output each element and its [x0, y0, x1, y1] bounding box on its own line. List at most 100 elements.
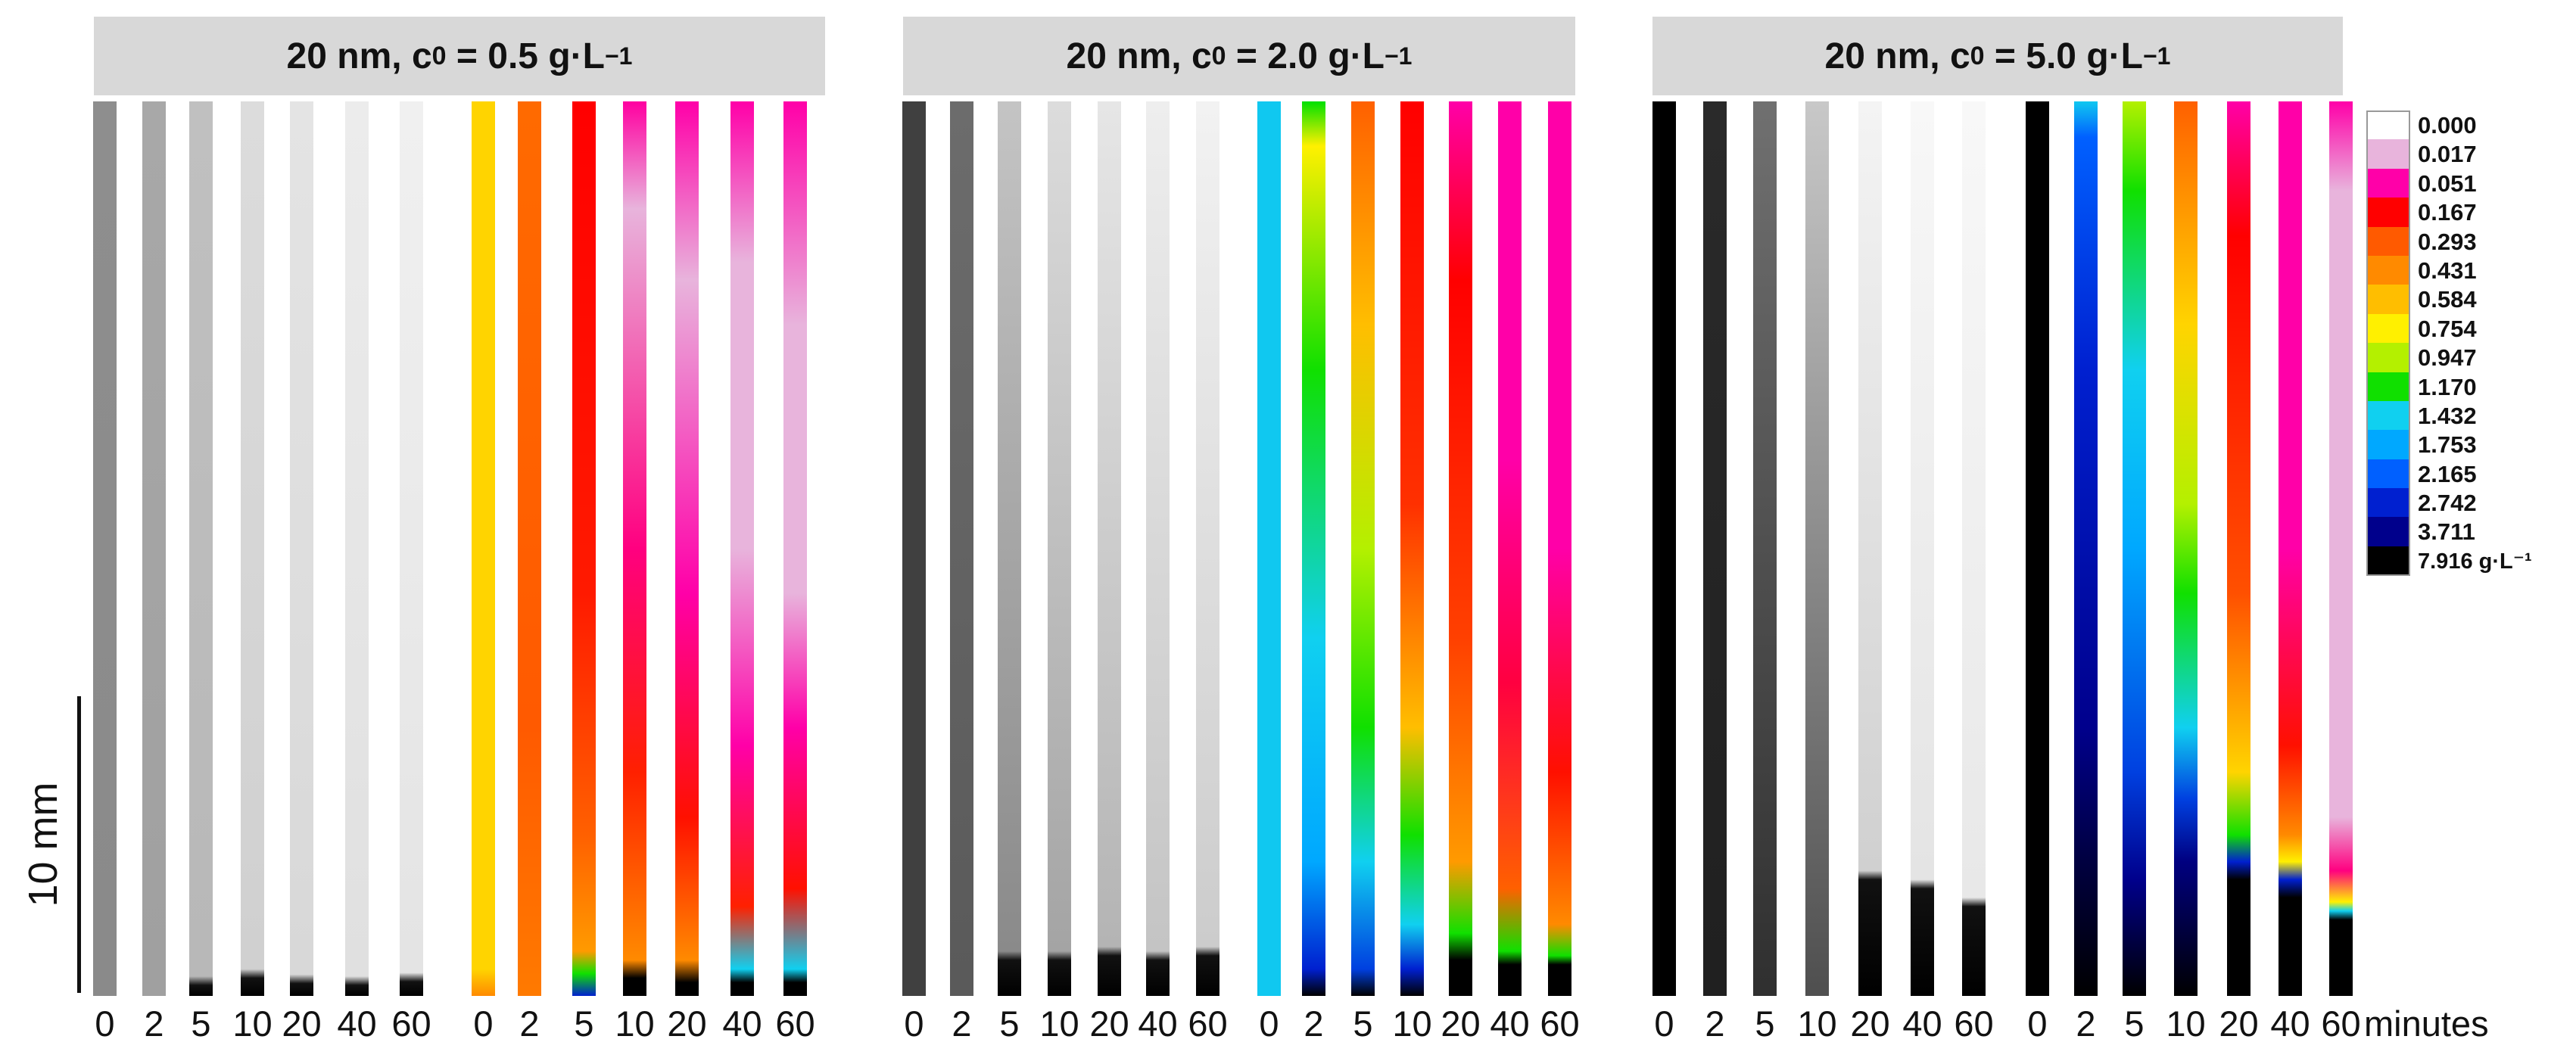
legend-swatch [2366, 372, 2410, 402]
colormap-tube-20min [2227, 101, 2250, 996]
time-tick-label: 0 [473, 1003, 494, 1044]
legend-swatch [2366, 226, 2410, 257]
legend-swatch [2366, 313, 2410, 344]
grayscale-tube-40min [1146, 101, 1170, 996]
time-tick-label: 20 [282, 1003, 322, 1044]
grayscale-tube-40min [1911, 101, 1934, 996]
time-unit-label: minutes [2364, 1003, 2489, 1044]
time-tick-label: 5 [1353, 1003, 1373, 1044]
colormap-tube-2min [518, 101, 541, 996]
legend-swatch [2366, 546, 2410, 576]
time-tick-label: 60 [391, 1003, 431, 1044]
colormap-tube-0min [2026, 101, 2049, 996]
colormap-tube-40min [2279, 101, 2302, 996]
time-tick-label: 0 [904, 1003, 924, 1044]
time-tick-label: 10 [615, 1003, 655, 1044]
time-tick-label: 40 [1138, 1003, 1178, 1044]
colormap-tube-60min [783, 101, 807, 996]
legend-value: 0.167 [2418, 199, 2477, 226]
time-tick-label: 60 [775, 1003, 815, 1044]
legend-value: 0.017 [2418, 141, 2477, 168]
grayscale-tube-20min [290, 101, 313, 996]
time-tick-label: 20 [667, 1003, 707, 1044]
time-tick-label: 0 [2027, 1003, 2048, 1044]
time-tick-label: 10 [1797, 1003, 1837, 1044]
grayscale-tube-5min [998, 101, 1021, 996]
time-tick-label: 40 [722, 1003, 762, 1044]
legend-swatch [2366, 139, 2410, 170]
legend-value: 0.947 [2418, 344, 2477, 372]
legend-value: 7.916 g·L⁻¹ [2418, 549, 2532, 574]
legend-value: 0.584 [2418, 286, 2477, 313]
colormap-tube-20min [675, 101, 699, 996]
time-tick-label: 60 [1188, 1003, 1228, 1044]
time-tick-label: 60 [1954, 1003, 1994, 1044]
time-tick-label: 5 [999, 1003, 1020, 1044]
time-tick-label: 20 [1441, 1003, 1481, 1044]
legend-value: 1.432 [2418, 402, 2477, 429]
colormap-tube-5min [1351, 101, 1375, 996]
time-tick-label: 40 [1902, 1003, 1942, 1044]
legend-swatch [2366, 198, 2410, 228]
legend-swatch [2366, 285, 2410, 315]
time-tick-label: 2 [144, 1003, 164, 1044]
time-tick-label: 5 [191, 1003, 211, 1044]
time-tick-label: 5 [574, 1003, 594, 1044]
time-tick-label: 2 [952, 1003, 972, 1044]
legend-value: 0.000 [2418, 112, 2477, 138]
time-tick-label: 10 [1392, 1003, 1432, 1044]
legend-value: 2.742 [2418, 490, 2477, 517]
grayscale-tube-0min [902, 101, 926, 996]
legend-value: 0.051 [2418, 170, 2477, 197]
legend-swatch [2366, 255, 2410, 285]
time-tick-label: 10 [2166, 1003, 2206, 1044]
time-tick-label: 10 [232, 1003, 273, 1044]
legend-swatch [2366, 168, 2410, 198]
colormap-tube-60min [1548, 101, 1571, 996]
time-tick-label: 0 [1259, 1003, 1279, 1044]
time-tick-label: 10 [1039, 1003, 1079, 1044]
time-tick-label: 2 [519, 1003, 540, 1044]
grayscale-tube-0min [1652, 101, 1676, 996]
legend-swatch [2366, 400, 2410, 431]
time-tick-label: 0 [1654, 1003, 1674, 1044]
time-tick-label: 2 [2076, 1003, 2096, 1044]
scale-bar-label: 10 mm [20, 782, 66, 907]
colormap-tube-40min [1498, 101, 1522, 996]
time-tick-label: 60 [1540, 1003, 1580, 1044]
legend-value: 1.170 [2418, 373, 2477, 400]
colormap-tube-2min [2074, 101, 2098, 996]
time-tick-label: 60 [2321, 1003, 2361, 1044]
legend-swatch [2366, 459, 2410, 489]
legend-swatch [2366, 488, 2410, 518]
colormap-tube-0min [472, 101, 495, 996]
colormap-tube-10min [1400, 101, 1424, 996]
time-tick-label: 2 [1705, 1003, 1725, 1044]
colormap-tube-60min [2329, 101, 2353, 996]
time-tick-label: 2 [1304, 1003, 1324, 1044]
legend-value: 0.431 [2418, 257, 2477, 284]
legend-value: 0.293 [2418, 228, 2477, 255]
colormap-tube-10min [623, 101, 646, 996]
grayscale-tube-60min [1196, 101, 1219, 996]
time-tick-label: 40 [1490, 1003, 1530, 1044]
time-tick-label: 20 [2219, 1003, 2259, 1044]
grayscale-tube-5min [1753, 101, 1777, 996]
grayscale-tube-40min [345, 101, 369, 996]
legend-swatch [2366, 430, 2410, 460]
colormap-tube-0min [1257, 101, 1281, 996]
grayscale-tube-5min [189, 101, 213, 996]
time-tick-label: 40 [2270, 1003, 2310, 1044]
colormap-tube-2min [1302, 101, 1325, 996]
grayscale-tube-2min [142, 101, 166, 996]
legend-swatch [2366, 343, 2410, 373]
time-tick-label: 40 [337, 1003, 377, 1044]
time-tick-label: 0 [95, 1003, 115, 1044]
grayscale-tube-10min [241, 101, 264, 996]
legend-value: 0.754 [2418, 315, 2477, 342]
colormap-tube-40min [730, 101, 754, 996]
